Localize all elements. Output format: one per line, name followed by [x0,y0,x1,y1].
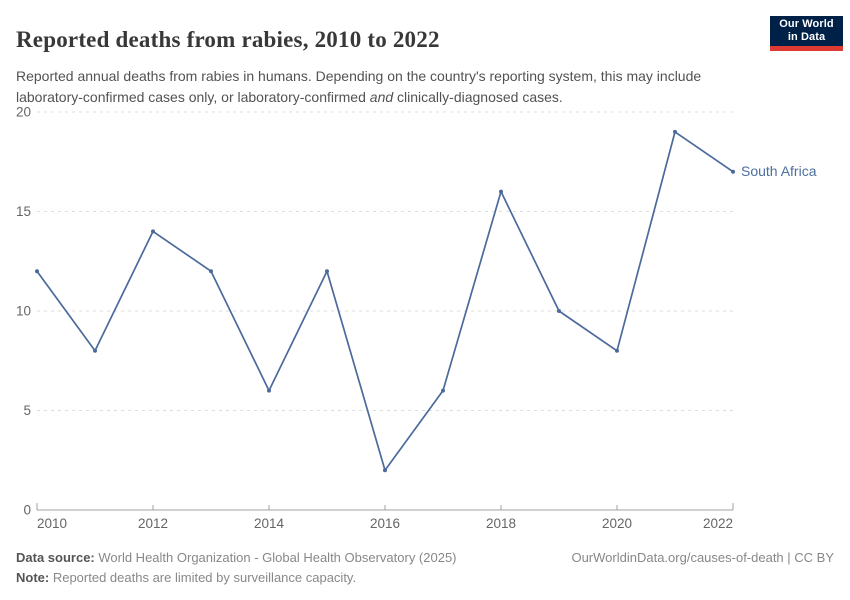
owid-logo-box: Our World in Data [770,16,843,46]
y-axis-tick-label: 0 [23,503,31,518]
x-axis-tick-label: 2020 [602,516,632,531]
owid-logo-accent-bar [770,46,843,51]
x-axis-tick-label: 2016 [370,516,400,531]
y-axis-tick-label: 15 [16,204,31,219]
series-entity-label: South Africa [741,163,817,179]
chart-subtitle: Reported annual deaths from rabies in hu… [16,66,748,107]
data-point [557,309,561,313]
subtitle-text-1: Reported annual deaths from rabies in hu… [16,68,702,105]
data-point [383,468,387,473]
data-source-label: Data source: [16,550,95,565]
data-point [325,269,329,274]
data-point [93,348,97,353]
x-axis-tick-label: 2014 [254,516,285,531]
subtitle-italic-word: and [369,88,394,105]
owid-logo-line1: Our World [779,18,834,30]
data-point [267,388,271,393]
data-source-line: Data source: World Health Organization -… [16,548,457,568]
y-axis-tick-label: 20 [16,105,31,120]
chart-footer: Data source: World Health Organization -… [16,548,834,588]
data-point [35,269,39,274]
x-axis-tick-label: 2022 [703,516,733,531]
license-line: OurWorldinData.org/causes-of-death | CC … [571,550,834,565]
note-label: Note: [16,570,50,585]
data-line [36,131,734,472]
note-text: Reported deaths are limited by surveilla… [49,570,357,585]
owid-logo: Our World in Data [770,16,843,51]
x-axis-tick-label: 2010 [37,516,67,531]
data-point [615,348,619,353]
owid-logo-line2: in Data [787,31,826,43]
data-point [731,169,735,174]
line-chart: 0 5 10 15 20 2010 2012 2014 2016 2018 2020 2022 Sout… [16,105,817,532]
x-axis-tick-label: 2018 [486,516,516,531]
data-source-text: World Health Organization - Global Healt… [94,550,457,565]
data-point [209,269,213,274]
data-point [441,388,445,393]
data-point [499,189,503,194]
y-axis-tick-label: 10 [16,304,31,319]
data-point [673,129,677,134]
y-axis-tick-label: 5 [23,403,31,418]
chart-title: Reported deaths from rabies, 2010 to 202… [16,27,440,53]
note-line: Note: Reported deaths are limited by sur… [16,570,356,585]
data-point [151,229,155,234]
x-axis-tick-label: 2012 [138,516,168,531]
subtitle-text-2: clinically-diagnosed cases. [393,88,563,105]
